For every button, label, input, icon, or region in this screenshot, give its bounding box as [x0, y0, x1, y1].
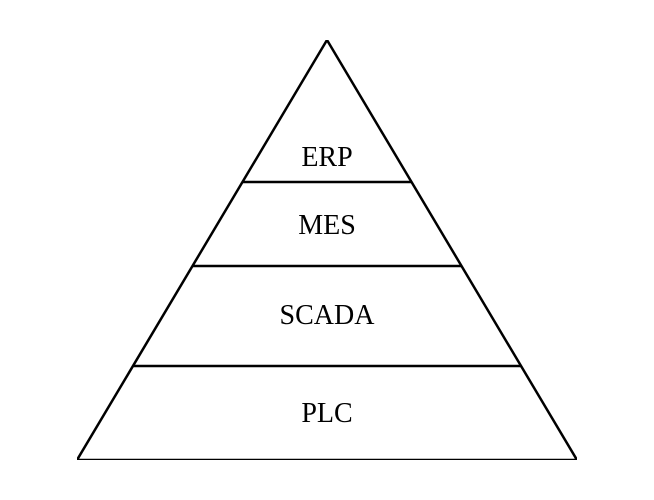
pyramid-level-label: PLC [301, 398, 352, 430]
pyramid-svg [77, 40, 577, 460]
pyramid-diagram: ERP MES SCADA PLC [77, 40, 577, 460]
pyramid-level-label: SCADA [280, 300, 375, 332]
pyramid-level-label: ERP [301, 142, 352, 174]
pyramid-outline [77, 40, 577, 460]
pyramid-level-label: MES [298, 210, 356, 242]
